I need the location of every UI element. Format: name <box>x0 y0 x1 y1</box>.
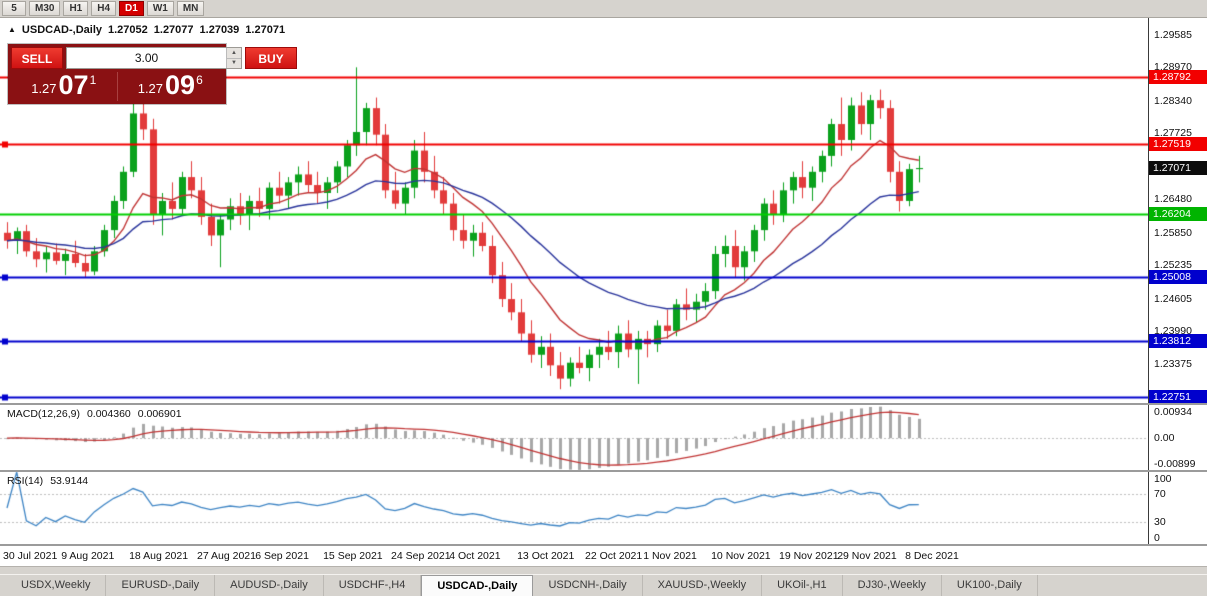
volume-down-icon[interactable]: ▼ <box>227 57 241 68</box>
macd-axis-tick: 0.00934 <box>1154 406 1192 418</box>
sell-price-big: 07 <box>58 70 89 100</box>
pane-separator[interactable] <box>0 544 1207 546</box>
volume-spinner: ▲ ▼ <box>226 48 241 68</box>
volume-box: ▲ ▼ <box>66 47 242 69</box>
macd-label: MACD(12,26,9) 0.004360 0.006901 <box>7 408 182 420</box>
ohlc-high: 1.27077 <box>153 24 194 36</box>
macd-axis-tick: 0.00 <box>1154 432 1175 445</box>
price-axis-tick: 1.25850 <box>1154 226 1192 239</box>
macd-signal-value: 0.006901 <box>137 408 182 420</box>
timeframe-m5[interactable]: 5 <box>2 1 26 16</box>
buy-price-prefix: 1.27 <box>137 80 164 96</box>
price-axis-tick: 1.24605 <box>1154 292 1192 305</box>
pane-separator[interactable] <box>0 403 1207 405</box>
price-axis-tick: 1.23375 <box>1154 358 1192 371</box>
tab-usdchf-h4[interactable]: USDCHF-,H4 <box>324 575 422 596</box>
tab-audusd-daily[interactable]: AUDUSD-,Daily <box>215 575 324 596</box>
date-axis-label: 29 Nov 2021 <box>837 550 897 562</box>
tab-ukoil-h1[interactable]: UKOil-,H1 <box>762 575 843 596</box>
date-axis-label: 10 Nov 2021 <box>711 550 771 562</box>
tab-xauusd-weekly[interactable]: XAUUSD-,Weekly <box>643 575 763 596</box>
date-axis-label: 4 Oct 2021 <box>449 550 501 562</box>
price-axis-tick: 1.29585 <box>1154 28 1192 41</box>
buy-price-big: 09 <box>165 70 196 100</box>
date-axis[interactable]: 30 Jul 2021 9 Aug 2021 18 Aug 2021 27 Aug 2… <box>0 546 1207 566</box>
rsi-name: RSI(14) <box>7 475 44 487</box>
rsi-axis-tick: 0 <box>1154 532 1160 544</box>
price-badge: 1.28792 <box>1149 69 1207 84</box>
date-axis-label: 6 Sep 2021 <box>255 550 309 562</box>
sell-price-prefix: 1.27 <box>31 80 57 96</box>
price-axis[interactable]: 1.29585 1.28970 1.28340 1.27725 1.26480 1.258… <box>1148 18 1207 546</box>
date-axis-label: 13 Oct 2021 <box>517 550 575 562</box>
date-axis-label: 22 Oct 2021 <box>585 550 643 562</box>
chart-canvas[interactable] <box>0 18 1148 546</box>
price-axis-tick: 1.26480 <box>1154 193 1192 206</box>
timeframe-d1[interactable]: D1 <box>119 1 144 16</box>
ohlc-low: 1.27039 <box>199 24 240 36</box>
tab-uk100-daily[interactable]: UK100-,Daily <box>942 575 1038 596</box>
date-axis-label: 15 Sep 2021 <box>323 550 383 562</box>
pane-separator[interactable] <box>0 470 1207 472</box>
price-badge: 1.26204 <box>1149 207 1207 221</box>
rsi-axis-tick: 100 <box>1154 473 1172 485</box>
timeframe-toolbar: 5 M30 H1 H4 D1 W1 MN <box>0 0 1207 18</box>
timeframe-m30[interactable]: M30 <box>29 1 61 16</box>
ohlc-close: 1.27071 <box>245 24 286 36</box>
price-badge: 1.23812 <box>1149 333 1207 348</box>
date-axis-label: 24 Sep 2021 <box>391 550 451 562</box>
date-axis-label: 1 Nov 2021 <box>643 550 697 562</box>
rsi-value: 53.9144 <box>50 475 89 487</box>
tab-eurusd-daily[interactable]: EURUSD-,Daily <box>106 575 216 596</box>
macd-name: MACD(12,26,9) <box>7 408 80 420</box>
date-axis-label: 30 Jul 2021 <box>3 550 58 562</box>
tab-usdcad-daily[interactable]: USDCAD-,Daily <box>421 575 534 596</box>
price-badge: 1.27071 <box>1149 161 1207 176</box>
chart-ohlc-header: ▲ USDCAD-,Daily 1.27052 1.27077 1.27039 … <box>8 24 285 36</box>
rsi-axis-tick: 30 <box>1154 516 1166 529</box>
price-axis-tick: 1.28340 <box>1154 94 1192 107</box>
buy-price-display[interactable]: 1.27 09 6 <box>116 70 224 101</box>
sell-price-sup: 1 <box>89 73 97 87</box>
one-click-trade-panel: SELL ▲ ▼ BUY 1.27 07 1 1.27 09 6 <box>8 44 297 104</box>
timeframe-h4[interactable]: H4 <box>91 1 117 16</box>
buy-price-sup: 6 <box>196 73 203 87</box>
timeframe-mn[interactable]: MN <box>176 1 205 16</box>
rsi-axis-tick: 70 <box>1154 487 1166 500</box>
date-axis-label: 8 Dec 2021 <box>905 550 959 562</box>
price-axis-tick: 1.25235 <box>1154 259 1192 272</box>
date-axis-label: 9 Aug 2021 <box>61 550 115 562</box>
chart-symbol-label: USDCAD-,Daily <box>21 24 102 36</box>
chart-tabbar: USDX,Weekly EURUSD-,Daily AUDUSD-,Daily … <box>0 574 1207 596</box>
sell-button[interactable]: SELL <box>11 47 63 69</box>
macd-main-value: 0.004360 <box>86 408 131 420</box>
macd-axis-tick: -0.00899 <box>1154 458 1196 470</box>
tab-dj30-weekly[interactable]: DJ30-,Weekly <box>843 575 942 596</box>
price-badge: 1.27519 <box>1149 137 1207 152</box>
volume-up-icon[interactable]: ▲ <box>227 48 241 58</box>
tab-usdcnh-daily[interactable]: USDCNH-,Daily <box>533 575 643 596</box>
price-axis-tick: 1.27725 <box>1154 127 1192 140</box>
chart-symbol-icon: ▲ <box>8 25 16 34</box>
buy-button[interactable]: BUY <box>245 47 297 69</box>
volume-input[interactable] <box>67 48 226 68</box>
rsi-label: RSI(14) 53.9144 <box>7 475 88 487</box>
sell-price-display[interactable]: 1.27 07 1 <box>11 72 117 101</box>
timeframe-w1[interactable]: W1 <box>146 1 174 16</box>
price-badge: 1.25008 <box>1149 270 1207 285</box>
date-axis-label: 19 Nov 2021 <box>779 550 839 562</box>
date-axis-label: 27 Aug 2021 <box>197 550 256 562</box>
horizontal-scrollbar[interactable] <box>0 566 1207 574</box>
ohlc-open: 1.27052 <box>108 24 148 36</box>
tab-usdx-weekly[interactable]: USDX,Weekly <box>6 575 107 596</box>
price-badge: 1.22751 <box>1149 390 1207 405</box>
date-axis-label: 18 Aug 2021 <box>129 550 189 562</box>
timeframe-h1[interactable]: H1 <box>63 1 89 16</box>
